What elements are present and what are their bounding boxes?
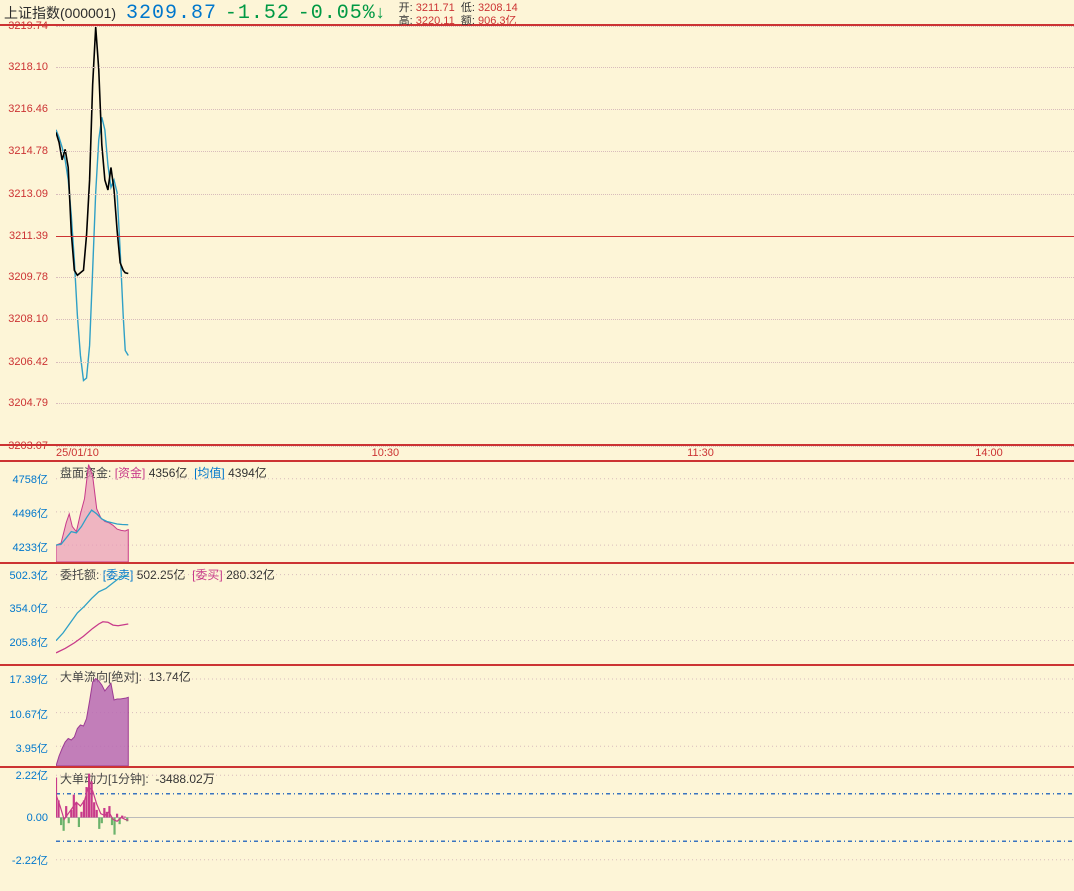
down-arrow-icon: ↓ <box>376 2 385 22</box>
panel-big-order-flow[interactable]: 大单流向[绝对]: 13.74亿 17.39亿10.67亿3.95亿 <box>0 666 1074 768</box>
price-change: -1.52 <box>225 2 290 25</box>
panel-big-order-momentum[interactable]: 大单动力[1分钟]: -3488.02万 2.22亿0.00-2.22亿 <box>0 768 1074 867</box>
last-price: 3209.87 <box>126 2 217 25</box>
index-name: 上证指数 <box>4 5 60 21</box>
panel-order-y-axis: 502.3亿354.0亿205.8亿 <box>0 564 54 664</box>
main-plot-area <box>56 26 1074 444</box>
price-change-pct: -0.05% <box>298 2 376 25</box>
panel-funds-y-axis: 4758亿4496亿4233亿 <box>0 462 54 562</box>
main-price-chart[interactable]: 3219.743218.103216.463214.783213.093211.… <box>0 26 1074 446</box>
header: 上证指数(000001) 3209.87 -1.52 -0.05%↓ 开: 32… <box>0 0 1074 24</box>
main-y-axis: 3219.743218.103216.463214.783213.093211.… <box>0 26 54 444</box>
chart-root: 上证指数(000001) 3209.87 -1.52 -0.05%↓ 开: 32… <box>0 0 1074 891</box>
panel-flow-y-axis: 17.39亿10.67亿3.95亿 <box>0 666 54 766</box>
ohlc-grid: 开: 3211.71 低: 3208.14 高: 3220.11 额: 906.… <box>399 2 518 28</box>
panel-funds[interactable]: 盘面资金: [资金] 4356亿 [均值] 4394亿 4758亿4496亿42… <box>0 462 1074 564</box>
index-code: (000001) <box>60 5 116 21</box>
panel-order-amount[interactable]: 委托额: [委卖] 502.25亿 [委买] 280.32亿 502.3亿354… <box>0 564 1074 666</box>
time-axis: 25/01/1010:3011:3014:00 <box>0 446 1074 462</box>
panel-momentum-y-axis: 2.22亿0.00-2.22亿 <box>0 768 54 867</box>
